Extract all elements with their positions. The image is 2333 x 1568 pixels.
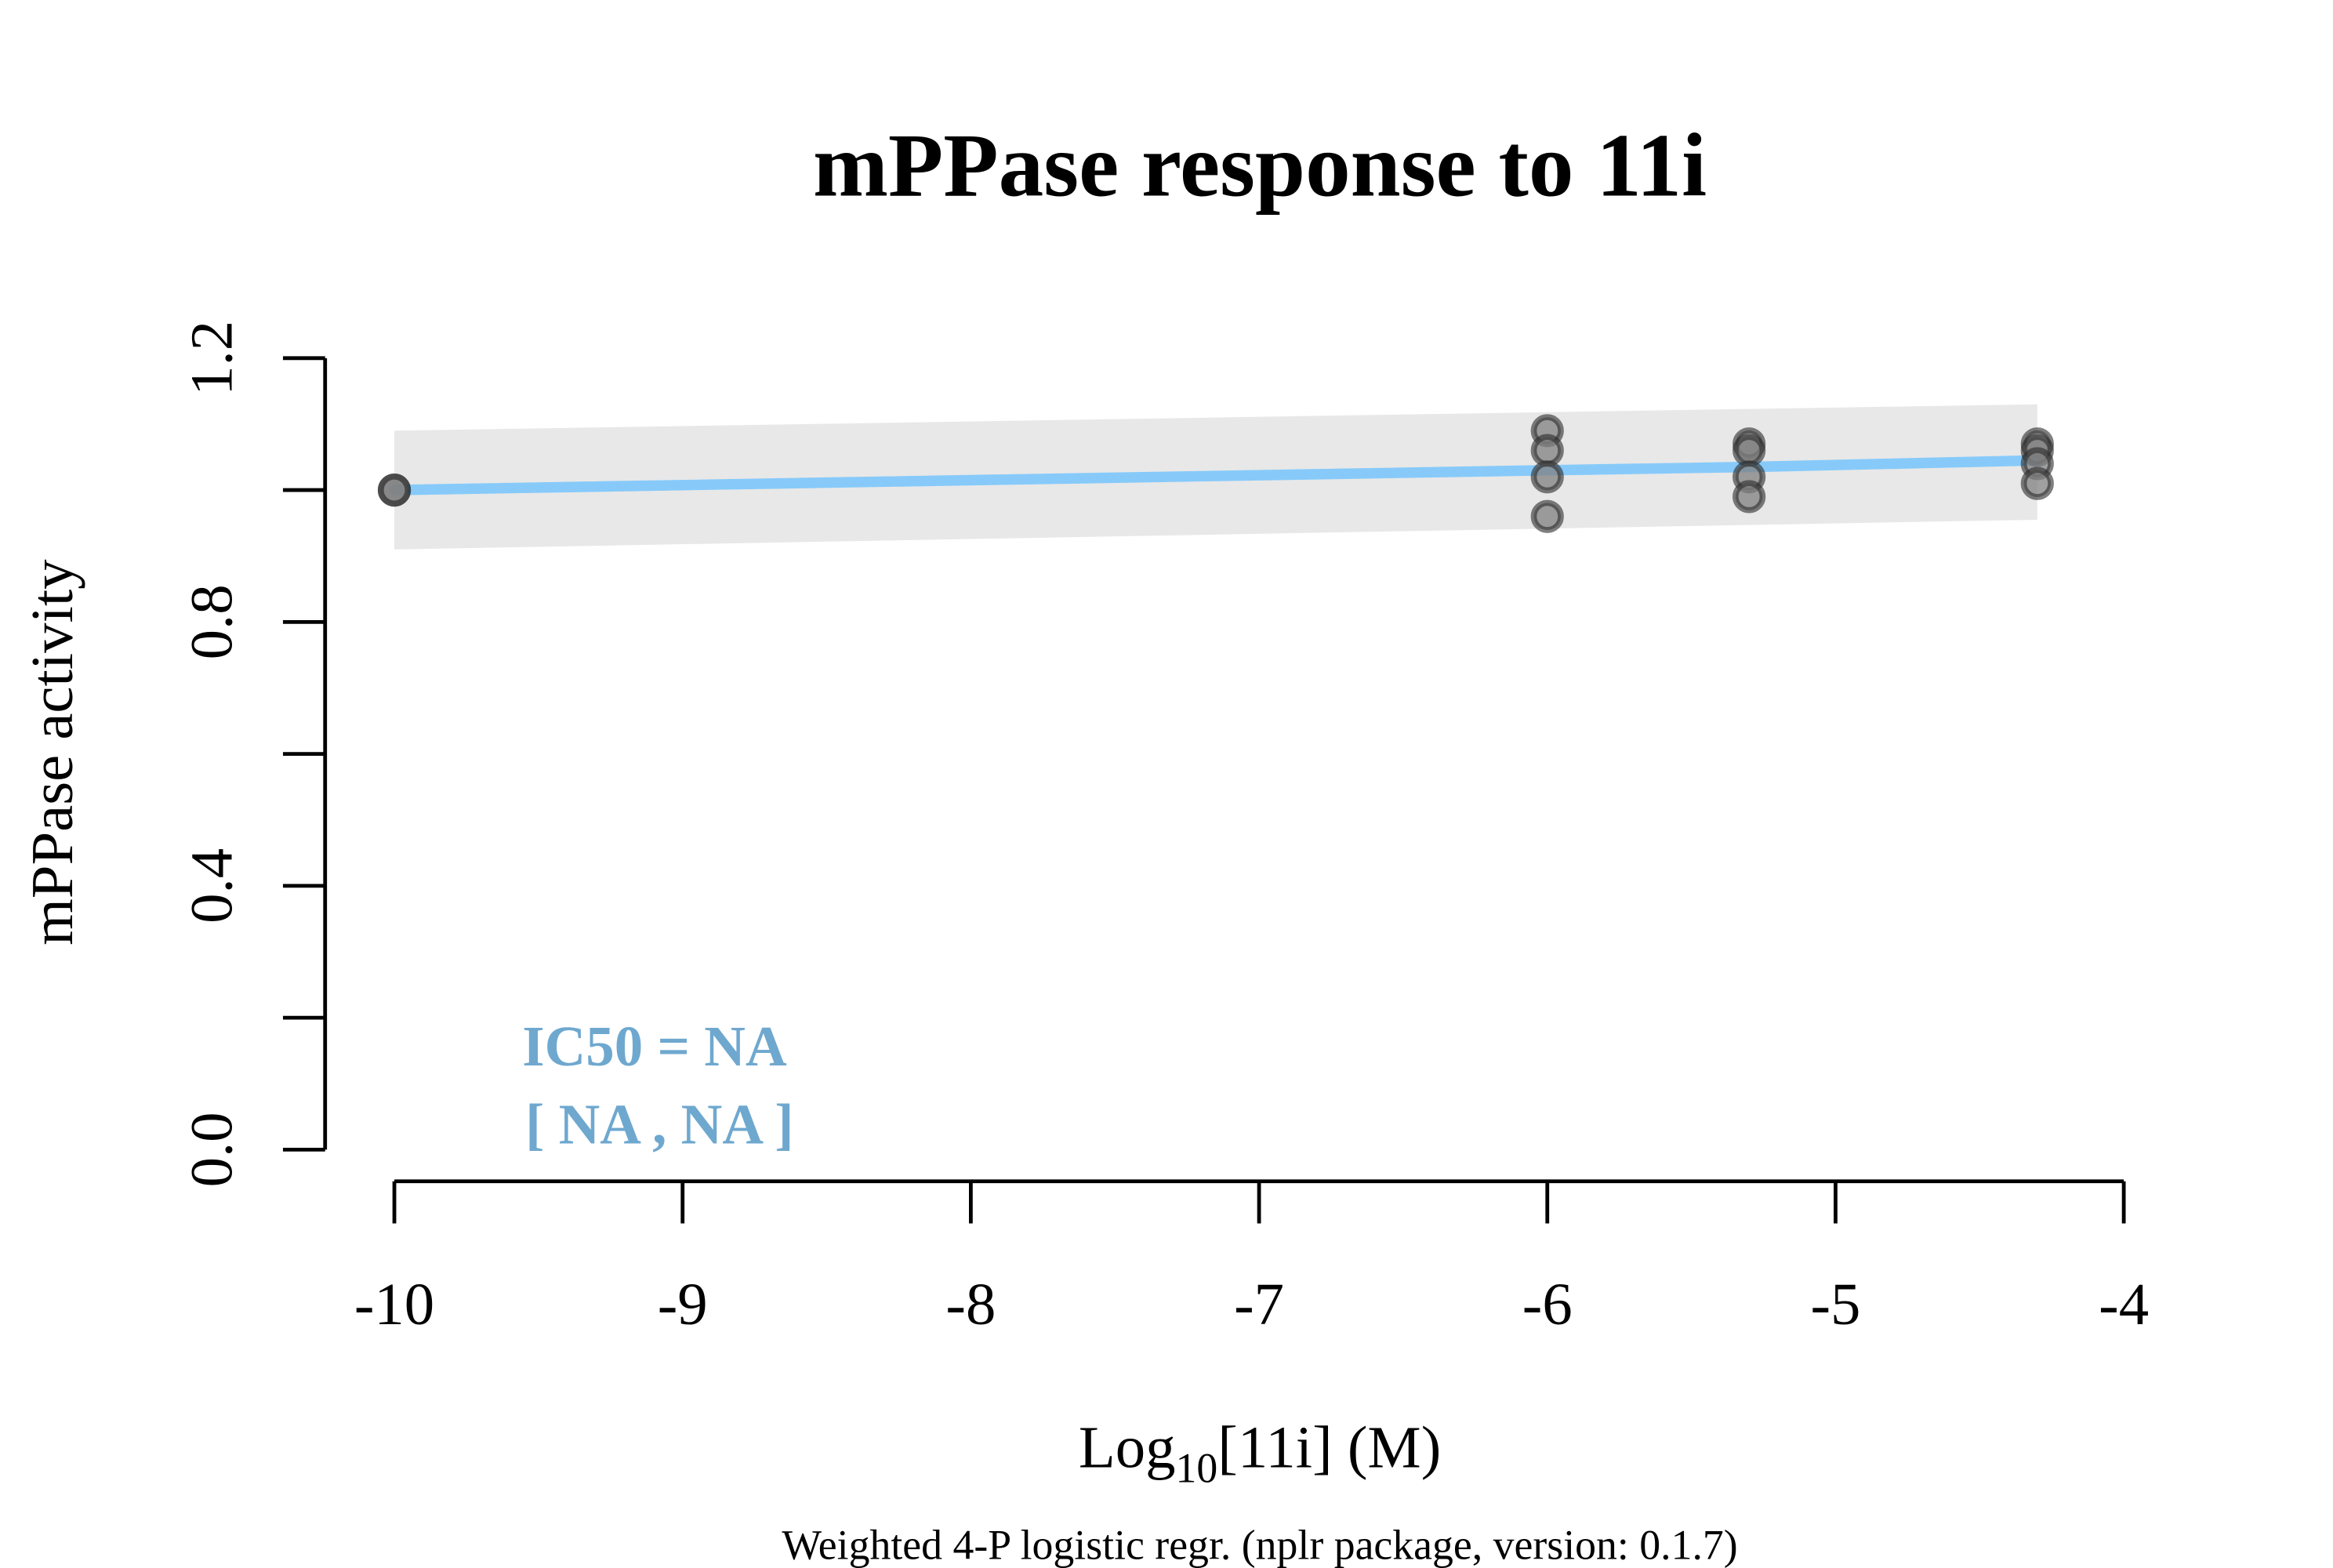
- ic50-interval-annotation: [ NA , NA ]: [525, 1093, 793, 1156]
- x-tick-label: -9: [658, 1271, 708, 1338]
- x-axis-label-prefix: Log: [1079, 1414, 1176, 1480]
- data-points-layer: [377, 414, 2054, 533]
- y-tick-label: 0.0: [179, 1112, 245, 1187]
- y-tick-label: 0.8: [179, 584, 245, 659]
- x-axis-label-suffix: [11i] (M): [1217, 1414, 1441, 1480]
- y-axis-label: mPPase activity: [19, 559, 85, 946]
- x-tick-label: -8: [945, 1271, 996, 1338]
- chart-title: mPPase response to 11i: [813, 115, 1707, 216]
- data-point: [2020, 466, 2054, 500]
- x-tick-label: -5: [1810, 1271, 1860, 1338]
- y-tick-label: 0.4: [179, 848, 245, 924]
- x-tick-label: -10: [354, 1271, 434, 1338]
- x-tick-label: -7: [1234, 1271, 1284, 1338]
- ic50-annotation: IC50 = NA: [522, 1014, 787, 1078]
- fit-line: [389, 455, 2043, 495]
- footnote: Weighted 4-P logistic regr. (nplr packag…: [782, 1521, 1737, 1568]
- data-point: [1530, 434, 1564, 467]
- data-point: [1733, 434, 1766, 467]
- data-point: [1530, 499, 1564, 533]
- x-axis-label: Log10[11i] (M): [1079, 1414, 1441, 1491]
- y-axis: 0.0 0.4 0.8 1.2: [179, 321, 328, 1187]
- x-axis: -10 -9 -8 -7 -6 -5 -4: [354, 1179, 2149, 1338]
- data-point: [1530, 460, 1564, 494]
- y-tick-label: 1.2: [179, 321, 245, 396]
- x-tick-label: -6: [1522, 1271, 1573, 1338]
- fit-line-layer: [389, 455, 2043, 495]
- x-axis-label-subscript: 10: [1176, 1445, 1218, 1492]
- x-tick-label: -4: [2099, 1271, 2149, 1338]
- data-point: [377, 473, 412, 507]
- data-point: [1733, 480, 1766, 514]
